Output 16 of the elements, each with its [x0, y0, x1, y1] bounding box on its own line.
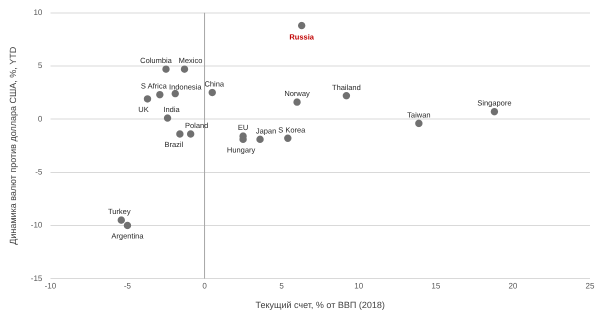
x-tick-label: -5	[124, 282, 132, 291]
y-tick-label: 5	[38, 61, 43, 70]
x-tick-label: 0	[202, 282, 208, 291]
y-tick-label: 0	[38, 114, 43, 124]
y-tick-label: -5	[35, 167, 43, 176]
y-tick-label: 10	[33, 8, 43, 18]
x-tick-label: 10	[354, 282, 364, 291]
x-axis-title: Текущий счет, % от ВВП (2018)	[256, 300, 385, 310]
x-tick-label: -10	[44, 282, 57, 291]
y-tick-label: -10	[30, 220, 43, 230]
x-tick-label: 15	[431, 282, 441, 291]
y-axis-title: Динамика валют против доллара США, %, YTD	[8, 46, 18, 245]
y-tick-label: -15	[30, 274, 43, 283]
x-tick-label: 5	[279, 282, 284, 291]
x-tick-label: 20	[508, 282, 518, 291]
x-tick-label: 25	[586, 282, 595, 291]
